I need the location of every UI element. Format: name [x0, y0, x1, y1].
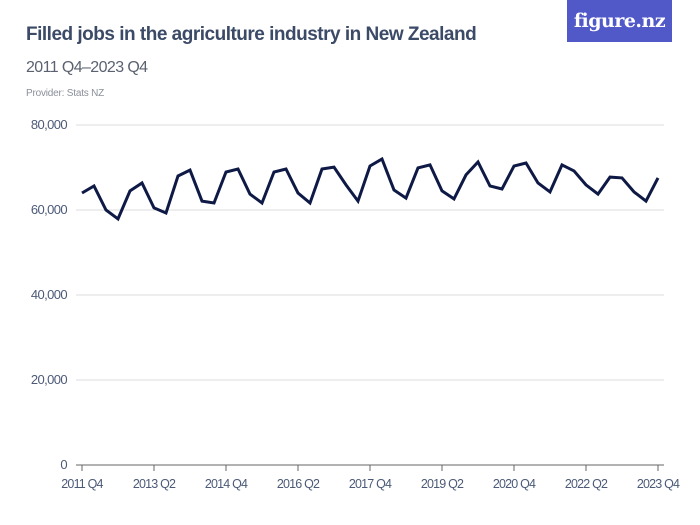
data-point	[585, 183, 588, 186]
data-point	[93, 185, 96, 188]
data-point	[297, 192, 300, 195]
data-point	[453, 197, 456, 200]
data-point	[417, 166, 420, 169]
gridlines	[76, 124, 664, 381]
data-point	[237, 168, 240, 171]
data-point	[621, 176, 624, 179]
data-point	[489, 185, 492, 188]
data-point	[213, 202, 216, 205]
chart-subtitle: 2011 Q4–2023 Q4	[26, 59, 148, 76]
data-point	[645, 200, 648, 203]
data-point	[465, 173, 468, 176]
data-point	[369, 165, 372, 168]
data-point	[105, 209, 108, 212]
data-point	[81, 192, 84, 195]
data-point	[561, 163, 564, 166]
x-axis	[76, 464, 664, 471]
y-tick-label: 40,000	[31, 287, 68, 302]
data-point	[273, 171, 276, 174]
data-point	[441, 189, 444, 192]
y-tick-label: 60,000	[31, 202, 68, 217]
data-point	[201, 200, 204, 203]
data-point	[249, 193, 252, 196]
data-point	[261, 202, 264, 205]
data-point	[177, 175, 180, 178]
x-tick-label: 2016 Q2	[277, 477, 320, 491]
data-point	[477, 161, 480, 164]
x-axis-tick-labels: 2011 Q4 2013 Q2 2014 Q4 2016 Q2 2017 Q4 2019 …	[61, 477, 681, 491]
chart-title: Filled jobs in the agriculture industry …	[26, 24, 477, 45]
data-point	[285, 168, 288, 171]
data-point	[117, 217, 120, 220]
y-tick-label: 80,000	[31, 117, 68, 132]
x-tick-label: 2017 Q4	[349, 477, 392, 491]
data-point	[129, 189, 132, 192]
y-axis-tick-labels: 0 20,000 40,000 60,000 80,000	[31, 117, 68, 472]
x-tick-label: 2020 Q4	[493, 477, 536, 491]
data-point	[525, 162, 528, 165]
data-point	[633, 190, 636, 193]
provider-label: Provider: Stats NZ	[26, 88, 105, 99]
data-point	[141, 182, 144, 185]
data-point	[357, 200, 360, 203]
y-tick-label: 0	[60, 457, 67, 472]
data-point	[609, 176, 612, 179]
x-tick-label: 2019 Q2	[421, 477, 464, 491]
x-tick-label: 2023 Q4	[637, 477, 680, 491]
data-point	[309, 202, 312, 205]
figure-nz-logo[interactable]: figure.nz	[567, 0, 672, 42]
x-tick-label: 2011 Q4	[61, 477, 103, 491]
data-point	[189, 169, 192, 172]
x-tick-label: 2022 Q2	[565, 477, 608, 491]
data-point	[393, 189, 396, 192]
data-point	[165, 212, 168, 215]
x-tick-label: 2014 Q4	[205, 477, 248, 491]
data-point	[405, 197, 408, 200]
data-point	[153, 206, 156, 209]
data-point	[657, 176, 660, 179]
data-point	[513, 165, 516, 168]
data-point	[381, 158, 384, 161]
data-point	[501, 188, 504, 191]
series-line	[81, 156, 660, 222]
data-point	[333, 166, 336, 169]
data-point	[225, 171, 228, 174]
data-point	[549, 190, 552, 193]
x-tick-label: 2013 Q2	[133, 477, 176, 491]
data-point	[429, 163, 432, 166]
y-tick-label: 20,000	[31, 372, 68, 387]
data-point	[537, 182, 540, 185]
data-point	[573, 169, 576, 172]
data-point	[321, 168, 324, 171]
data-point	[345, 183, 348, 186]
data-point	[597, 193, 600, 196]
series-layer	[81, 156, 660, 222]
